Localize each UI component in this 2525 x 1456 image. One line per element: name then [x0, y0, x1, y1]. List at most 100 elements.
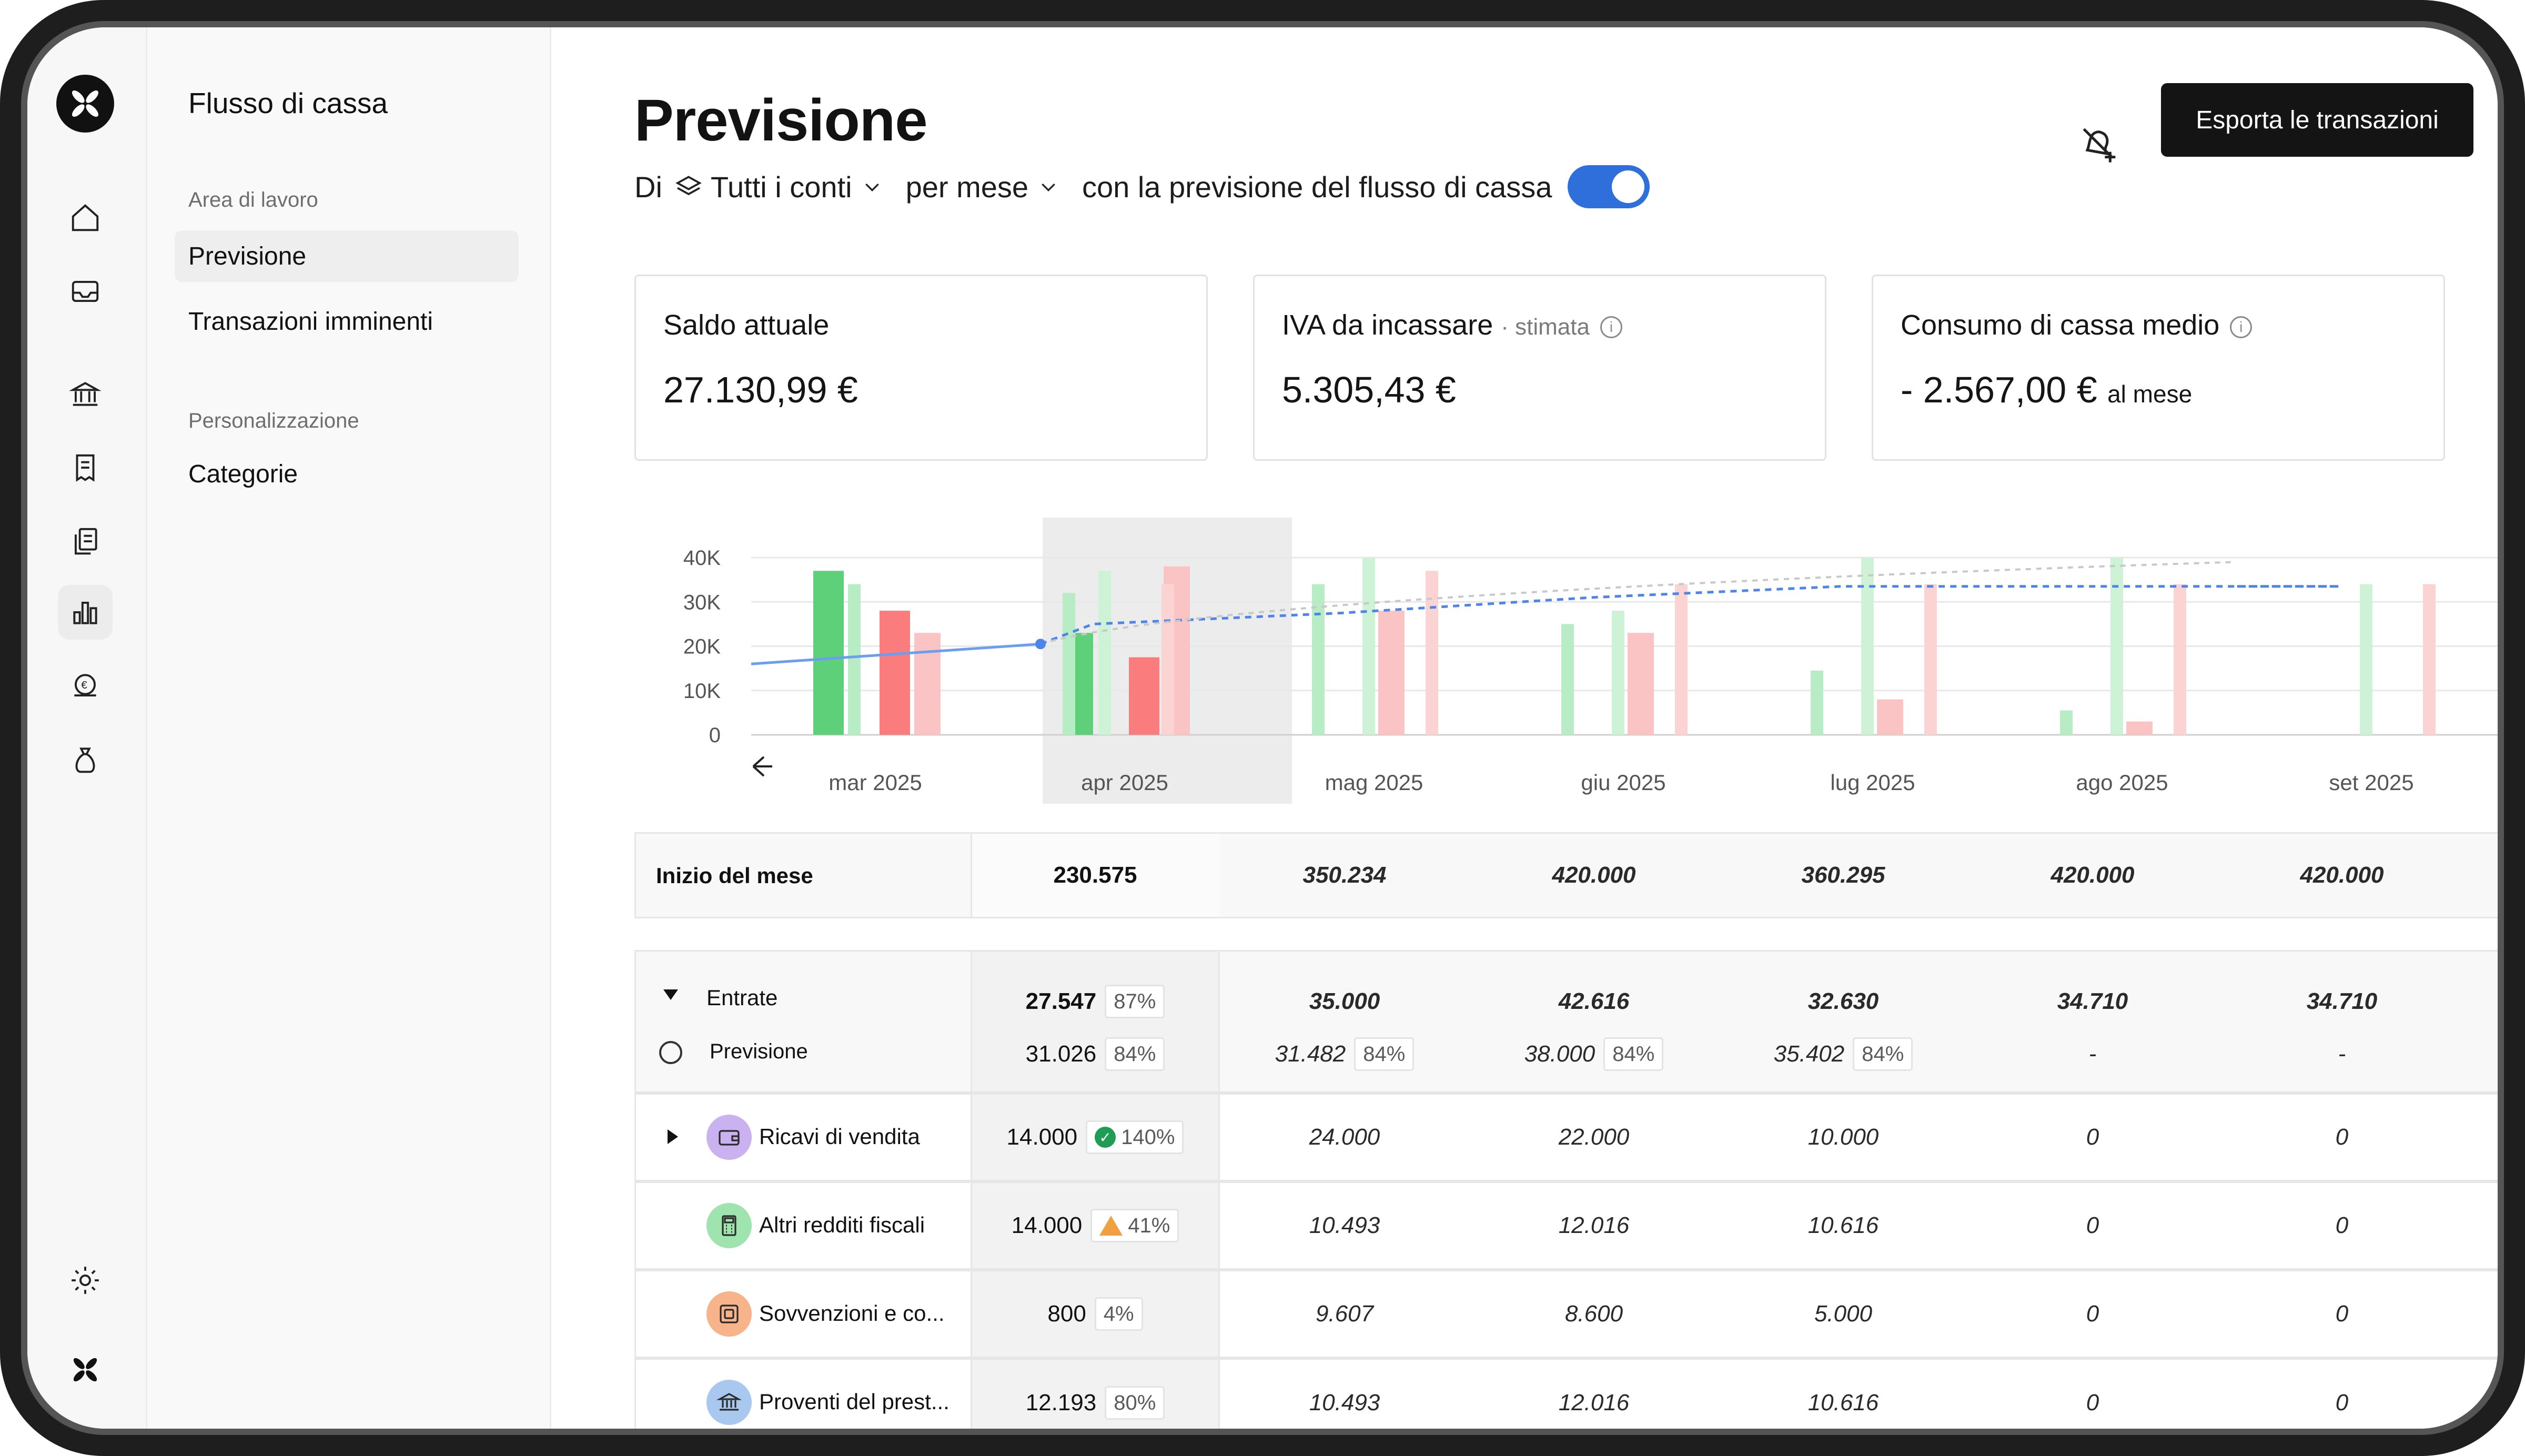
category-current-cell: 12.193 80% — [971, 1360, 1220, 1429]
cell-value: 31.482 — [1275, 1041, 1346, 1067]
period-dropdown[interactable]: per mese — [905, 170, 1029, 204]
percent-badge: 41% — [1090, 1209, 1179, 1242]
logo-icon[interactable] — [56, 75, 114, 133]
income-forecast-cell: 35.402 84% — [1719, 1025, 1968, 1083]
start-balance-cell: 420.000 — [1968, 834, 2217, 917]
sidebar-item-previsione[interactable]: Previsione — [175, 230, 519, 282]
bank-icon[interactable] — [58, 367, 113, 421]
kpi-value: 5.305,43 € — [1282, 369, 1456, 411]
export-transactions-button[interactable]: Esporta le transazioni — [2161, 83, 2473, 157]
bar-entrate-previste-2--6 — [2360, 584, 2372, 735]
cell-value: 38.000 — [1524, 1041, 1595, 1067]
category-value-cell: 12.016 — [1469, 1183, 1719, 1268]
cashflow-chart: 40K 30K 20K 10K 0 mar 2025 apr 2025 mag 2025 giu… — [683, 518, 2498, 804]
cell-value: 34.710 — [2306, 988, 2378, 1014]
chevron-down-icon[interactable] — [1038, 176, 1059, 197]
cell-value: - — [2338, 1041, 2346, 1067]
main-content: Previsione Di Tutti i conti per mese con… — [551, 27, 2498, 1429]
kpi-value-text: 27.130,99 € — [663, 369, 858, 410]
cell-value: 0 — [2335, 1212, 2349, 1238]
income-cell: 27.547 87% — [971, 967, 1220, 1036]
cell-value: 10.000 — [1807, 1124, 1879, 1150]
percent-badge: 84% — [1603, 1037, 1664, 1071]
collapse-triangle-icon[interactable] — [663, 989, 678, 1000]
x-tick-label: apr 2025 — [1081, 770, 1168, 795]
category-value-cell: 0 — [1968, 1183, 2217, 1268]
cell-value: 27.547 — [1025, 988, 1097, 1014]
x-tick-label: mar 2025 — [829, 770, 922, 795]
kpi-label-text: Consumo di cassa medio — [1901, 309, 2220, 341]
info-icon[interactable]: i — [2230, 316, 2253, 338]
bar-uscite-0 — [880, 611, 910, 735]
cell-value: 10.493 — [1309, 1390, 1380, 1415]
percent-text: 41% — [1128, 1214, 1170, 1237]
table-row-category[interactable]: Altri redditi fiscali 14.000 41% 10.493 12.0… — [634, 1181, 2498, 1270]
selected-month-column — [971, 1360, 1220, 1429]
category-label: Ricavi di vendita — [759, 1124, 920, 1149]
check-circle-icon: ✓ — [1095, 1127, 1116, 1148]
receipt-icon[interactable] — [58, 440, 113, 495]
app-window: € Flusso di cassa Area di lavoro Previsi… — [27, 27, 2498, 1429]
bar-uscite-1 — [1129, 657, 1159, 735]
row-label: Entrate — [706, 985, 778, 1010]
percent-badge: 87% — [1105, 985, 1165, 1018]
cell-value: 24.000 — [1309, 1124, 1380, 1150]
sidebar-item-categorie[interactable]: Categorie — [188, 460, 298, 488]
row-sublabel: Previsione — [710, 1040, 808, 1063]
table-row-category[interactable]: Proventi del prest... 12.193 80% 10.493 12.0… — [634, 1358, 2498, 1429]
cell-value: 10.493 — [1309, 1212, 1380, 1238]
cell-value: 0 — [2086, 1301, 2099, 1327]
cell-value: 420.000 — [2300, 862, 2384, 888]
category-label: Sovvenzioni e co... — [759, 1301, 945, 1326]
section-title: Flusso di cassa — [188, 87, 388, 119]
x-tick-label: set 2025 — [2329, 770, 2413, 795]
bar-entrate-previste-3 — [1561, 624, 1574, 735]
chevron-down-icon[interactable] — [862, 176, 883, 197]
cell-value: 9.607 — [1315, 1301, 1374, 1327]
bar-uscite-previste-4 — [1877, 699, 1903, 735]
start-balance-cell: 230.575 — [971, 834, 1220, 917]
category-label: Proventi del prest... — [759, 1389, 950, 1414]
calculator-icon — [706, 1203, 752, 1248]
income-cell: 32.630 — [1719, 967, 1968, 1036]
category-value-cell: 10.616 — [1719, 1360, 1968, 1429]
layers-icon — [674, 172, 703, 201]
accounts-dropdown[interactable]: Tutti i conti — [710, 170, 852, 204]
cell-value: 10.616 — [1807, 1390, 1879, 1415]
income-forecast-cell: 31.482 84% — [1220, 1025, 1469, 1083]
inbox-icon[interactable] — [58, 264, 113, 319]
forecast-toggle[interactable] — [1568, 165, 1650, 208]
bell-add-icon[interactable] — [2077, 122, 2119, 164]
category-value-cell: 0 — [2217, 1183, 2467, 1268]
percent-badge: 84% — [1105, 1037, 1165, 1071]
euro-coin-icon[interactable]: € — [58, 659, 113, 713]
group-label-customization: Personalizzazione — [188, 409, 359, 432]
cell-value: 8.600 — [1564, 1301, 1623, 1327]
sidebar-item-transazioni-imminenti[interactable]: Transazioni imminenti — [188, 307, 433, 336]
income-cell: 34.710 — [2217, 967, 2467, 1036]
expand-triangle-icon[interactable] — [668, 1129, 678, 1144]
documents-icon[interactable] — [58, 514, 113, 569]
table-row-category[interactable]: Ricavi di vendita 14.000 ✓ 140% 24.000 22.000… — [634, 1093, 2498, 1181]
category-value-cell: 0 — [2217, 1095, 2467, 1180]
chart-icon[interactable] — [58, 585, 113, 640]
kpi-value: - 2.567,00 € al mese — [1901, 369, 2192, 411]
y-tick-label: 40K — [683, 547, 721, 570]
x-tick-label: mag 2025 — [1325, 770, 1423, 795]
income-forecast-cell: 31.026 84% — [971, 1025, 1220, 1083]
cell-value: 0 — [2086, 1124, 2099, 1150]
arrow-left-icon[interactable] — [752, 756, 772, 777]
home-icon[interactable] — [58, 190, 113, 245]
kpi-label: Saldo attuale — [663, 309, 829, 341]
selected-month-column — [971, 834, 1220, 917]
table-row-category[interactable]: Sovvenzioni e co... 800 4% 9.607 8.600 5.000 0… — [634, 1270, 2498, 1358]
icon-rail: € — [27, 27, 147, 1429]
category-value-cell: 5.000 — [1719, 1271, 1968, 1357]
money-bag-icon[interactable] — [58, 732, 113, 787]
info-icon[interactable]: i — [1600, 316, 1622, 338]
bar-uscite-previste-2--5 — [2174, 584, 2186, 735]
category-value-cell: 0 — [1968, 1360, 2217, 1429]
bar-uscite-previste-2--4 — [1924, 584, 1937, 735]
bar-uscite-previste-2--6 — [2423, 584, 2436, 735]
settings-icon[interactable] — [58, 1253, 113, 1308]
